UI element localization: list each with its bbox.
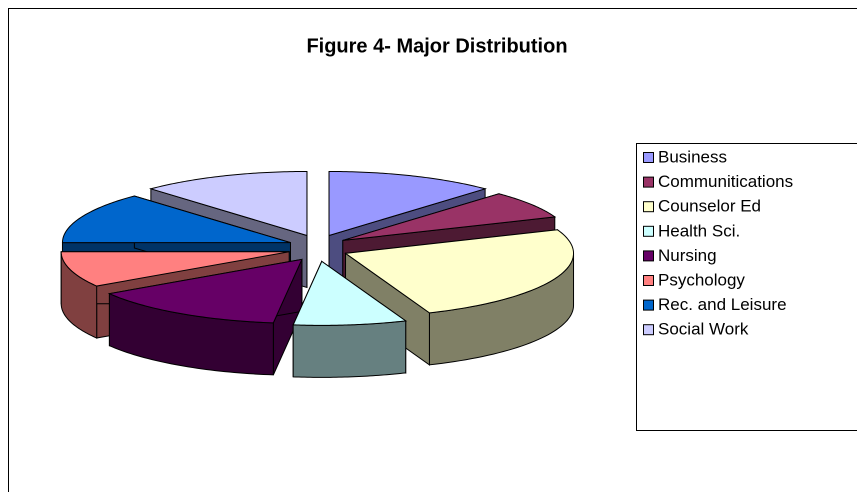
- slice-wall: [292, 320, 407, 378]
- slice: [292, 260, 408, 378]
- legend-swatch: [643, 152, 654, 163]
- legend-swatch: [643, 176, 654, 188]
- slice: [342, 193, 557, 241]
- slice: [107, 258, 303, 376]
- slice: [149, 170, 308, 237]
- slice: [344, 229, 575, 314]
- legend-label: Communitications: [658, 172, 793, 191]
- slice: [107, 258, 303, 324]
- slice: [328, 170, 487, 237]
- legend-swatch: [643, 225, 654, 237]
- legend-label: Social Work: [658, 320, 749, 339]
- legend-label: Rec. and Leisure: [658, 295, 787, 314]
- legend-swatch: [643, 201, 654, 213]
- legend-swatch: [643, 299, 654, 311]
- legend-label: Health Sci.: [658, 221, 740, 240]
- legend-label: Nursing: [658, 246, 717, 265]
- legend-label: Business: [658, 147, 727, 166]
- legend: [636, 143, 857, 431]
- legend-swatch: [643, 324, 654, 336]
- chart-title: Figure 4- Major Distribution: [306, 35, 567, 57]
- slice: [61, 195, 291, 244]
- slice: [344, 229, 575, 366]
- legend-label: Counselor Ed: [658, 197, 761, 216]
- pie: [60, 170, 575, 378]
- slice: [292, 260, 408, 326]
- legend-swatch: [643, 250, 654, 262]
- slice: [60, 251, 290, 287]
- legend-swatch: [643, 275, 654, 286]
- legend-label: Psychology: [658, 270, 745, 289]
